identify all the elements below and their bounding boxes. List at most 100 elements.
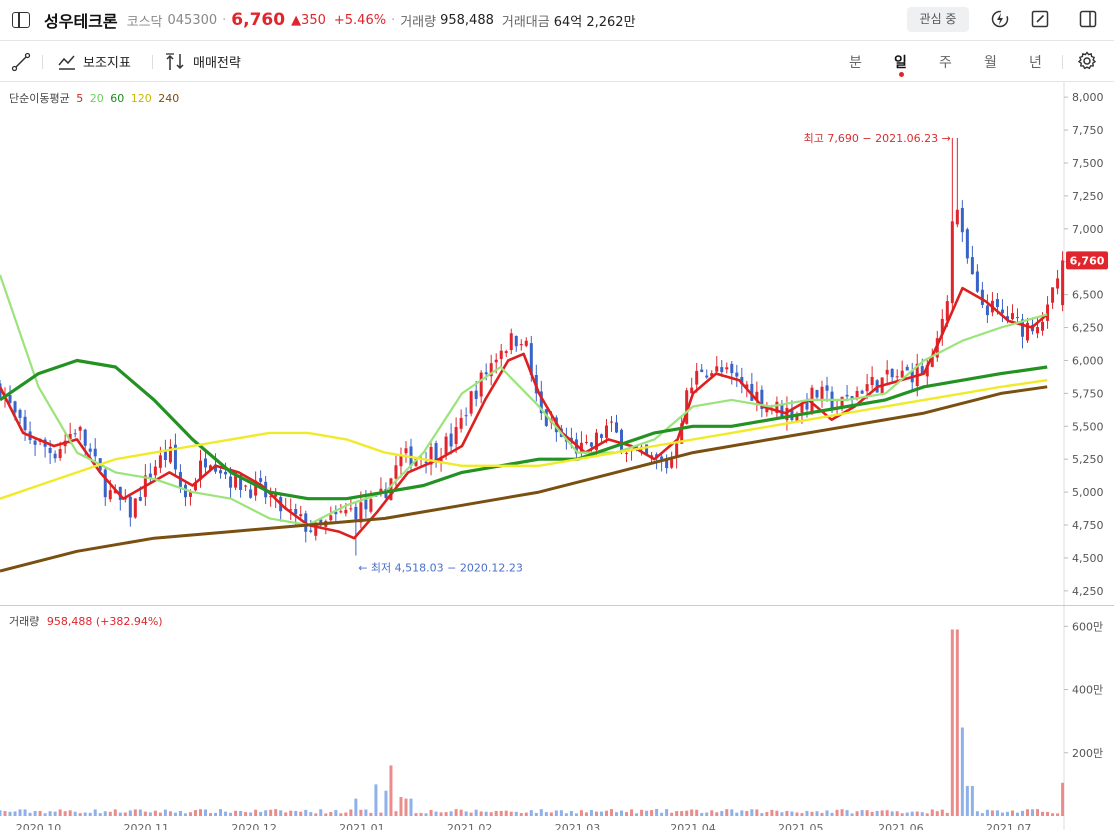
amount-value: 64억 2,262만: [553, 14, 636, 30]
candle-body: [820, 386, 824, 401]
favorite-button[interactable]: 관심 중: [907, 7, 969, 32]
volume-bar: [925, 813, 929, 816]
volume-bar: [750, 809, 754, 816]
candle-body: [264, 481, 268, 498]
candle-body: [800, 402, 804, 413]
volume-bar: [620, 810, 624, 816]
candle-body: [549, 419, 553, 423]
candle-body: [579, 442, 583, 453]
period-month[interactable]: 월: [984, 55, 997, 71]
volume-bar: [103, 811, 107, 816]
candle-body: [444, 436, 448, 455]
volume-bar: [810, 811, 814, 816]
volume-bar: [584, 812, 588, 816]
volume-bar: [193, 810, 197, 816]
period-day[interactable]: 일: [894, 55, 907, 71]
candle-body: [870, 376, 874, 386]
candle-body: [885, 369, 889, 375]
volume-bar: [990, 810, 994, 816]
volume-bar: [1061, 782, 1065, 816]
candle-body: [1036, 327, 1040, 334]
volume-bar: [564, 813, 568, 816]
volume-bar: [755, 809, 759, 816]
candle-body: [464, 415, 468, 417]
candle-body: [334, 511, 338, 515]
panel-toggle-icon[interactable]: [1078, 9, 1098, 29]
candle-body: [329, 515, 333, 521]
volume-bar: [329, 812, 333, 816]
period-year[interactable]: 년: [1029, 55, 1042, 71]
volume-bar: [549, 812, 553, 816]
candle-body: [244, 485, 248, 487]
volume-bar: [133, 809, 137, 816]
candle-body: [128, 496, 132, 518]
candle-body: [304, 513, 308, 532]
candle-body: [234, 471, 238, 488]
volume-bar: [98, 813, 102, 816]
volume-bar: [304, 809, 308, 816]
x-tick-label: 2021.06: [878, 822, 924, 830]
chart-toolbar: 보조지표 매매전략 분 일 주 월 년: [0, 41, 1114, 82]
candle-body: [990, 300, 994, 313]
volume-bar: [945, 812, 949, 816]
volume-bar: [344, 812, 348, 816]
volume-bar: [3, 811, 7, 816]
candle-body: [404, 448, 408, 454]
volume-bar: [284, 812, 288, 816]
y-tick-label: 7,000: [1072, 223, 1104, 236]
market-label: 코스닥: [126, 14, 163, 30]
indicator-button[interactable]: 보조지표: [57, 52, 131, 71]
volume-bar: [43, 813, 47, 816]
candle-body: [249, 489, 253, 498]
settings-gear-icon[interactable]: [1077, 51, 1097, 71]
candle-body: [765, 405, 769, 413]
candle-body: [173, 444, 177, 470]
candle-body: [930, 355, 934, 367]
candle-body: [880, 377, 884, 395]
candle-body: [324, 520, 328, 527]
candle-body: [700, 369, 704, 373]
candle-body: [710, 373, 714, 377]
price-change: ▲350: [291, 12, 326, 28]
volume-bar: [309, 812, 313, 816]
volume-bar: [489, 812, 493, 816]
y-tick-label: 6,750: [1072, 256, 1104, 269]
volume-bar: [579, 810, 583, 816]
ma-legend-20: 20: [89, 92, 104, 105]
sidebar-toggle-icon[interactable]: [12, 12, 30, 28]
volume-legend-label: 거래량: [9, 615, 40, 628]
volume-bar: [885, 810, 889, 816]
candle-body: [148, 473, 152, 479]
candle-body: [925, 364, 929, 377]
volume-bar: [93, 809, 97, 816]
candle-body: [1061, 260, 1065, 306]
volume-bar: [163, 809, 167, 816]
candle-body: [504, 351, 508, 354]
candle-body: [685, 390, 689, 424]
volume-bar: [860, 810, 864, 816]
volume-bar: [815, 811, 819, 816]
candle-body: [900, 370, 904, 378]
candle-body: [239, 475, 243, 490]
volume-bar: [48, 811, 52, 816]
volume-bar: [1031, 809, 1035, 816]
volume-bar: [434, 811, 438, 816]
candle-body: [675, 443, 679, 457]
edit-icon[interactable]: [1030, 9, 1050, 29]
period-week[interactable]: 주: [939, 55, 952, 71]
volume-bar: [128, 810, 132, 816]
volume-bar: [359, 809, 363, 816]
volume-bar: [83, 812, 87, 816]
candle-body: [379, 488, 383, 494]
period-minute[interactable]: 분: [849, 55, 862, 71]
volume-bar: [88, 812, 92, 816]
strategy-button[interactable]: 매매전략: [165, 52, 241, 71]
quick-trade-icon[interactable]: [990, 9, 1010, 29]
draw-line-icon[interactable]: [11, 52, 31, 72]
volume-bar: [374, 784, 378, 816]
candle-body: [424, 461, 428, 464]
volume-bar: [229, 812, 233, 816]
candle-body: [594, 432, 598, 450]
candle-body: [1046, 304, 1050, 321]
